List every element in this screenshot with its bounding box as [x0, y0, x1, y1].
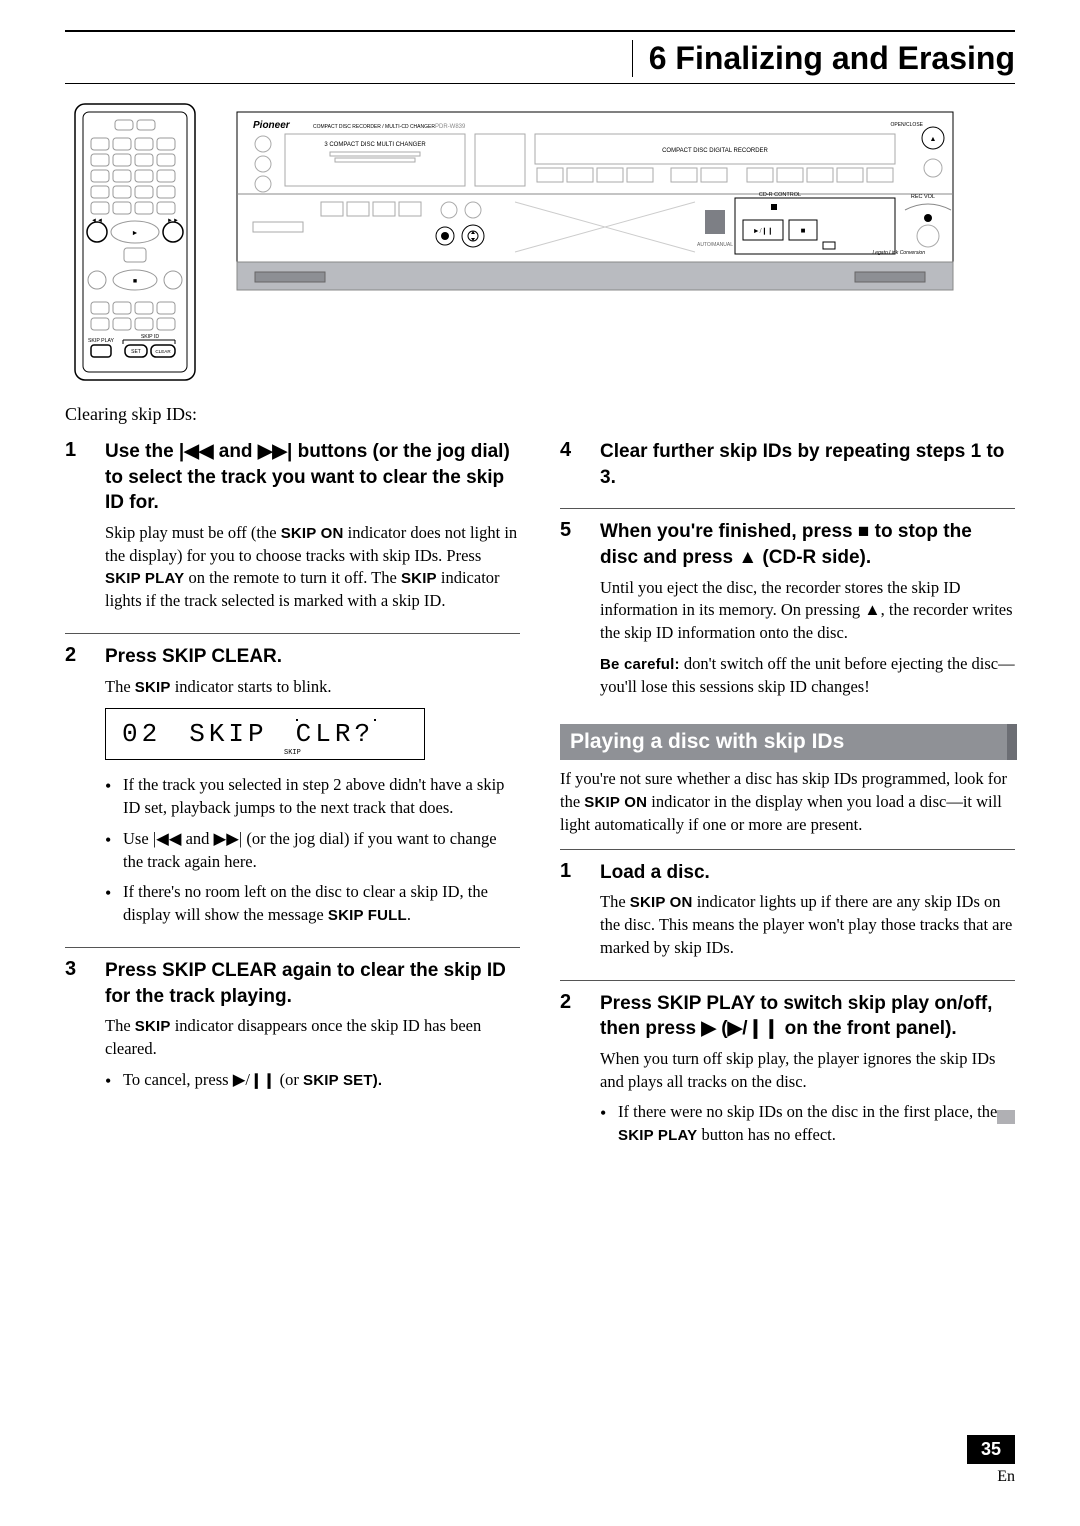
step-title: Press SKIP CLEAR. — [105, 644, 520, 670]
bullet-list: To cancel, press ▶/❙❙ (or SKIP SET). — [105, 1069, 520, 1092]
step-body-text: The SKIP indicator disappears once the s… — [105, 1015, 520, 1061]
list-item: Use |◀◀ and ▶▶| (or the jog dial) if you… — [105, 828, 520, 874]
svg-text:◄◄: ◄◄ — [91, 218, 103, 224]
step-body-text: When you turn off skip play, the player … — [600, 1048, 1015, 1094]
step-title: Use the |◀◀ and ▶▶| buttons (or the jog … — [105, 439, 520, 516]
step-number: 3 — [65, 958, 87, 1100]
list-item: If there's no room left on the disc to c… — [105, 881, 520, 927]
step-number: 1 — [560, 860, 582, 968]
svg-text:COMPACT DISC DIGITAL RECORDER: COMPACT DISC DIGITAL RECORDER — [662, 148, 768, 154]
bullet-list: If the track you selected in step 2 abov… — [105, 774, 520, 927]
left-column: 1 Use the |◀◀ and ▶▶| buttons (or the jo… — [65, 439, 520, 1155]
list-item: To cancel, press ▶/❙❙ (or SKIP SET). — [105, 1069, 520, 1092]
svg-text:Legato Link Conversion: Legato Link Conversion — [872, 250, 925, 256]
svg-text:►►: ►► — [167, 218, 179, 224]
step-body-text: Until you eject the disc, the recorder s… — [600, 577, 1015, 645]
step-number: 4 — [560, 439, 582, 496]
bullet-list: If there were no skip IDs on the disc in… — [600, 1101, 1015, 1147]
chapter-number: 6 — [649, 40, 667, 76]
step-title: Press SKIP PLAY to switch skip play on/o… — [600, 991, 1015, 1042]
section-banner: Playing a disc with skip IDs — [560, 724, 1015, 760]
svg-text:■: ■ — [133, 277, 137, 285]
step-b1: 1 Load a disc. The SKIP ON indicator lig… — [560, 849, 1015, 968]
svg-text:AUTO/MANUAL: AUTO/MANUAL — [697, 242, 733, 248]
step-number: 5 — [560, 519, 582, 706]
lcd-display: 02 SKIP CLR? SKIP — [105, 708, 425, 760]
front-panel-illustration: Pioneer COMPACT DISC RECORDER / MULTI-CD… — [235, 102, 955, 302]
svg-text:►/❙❙: ►/❙❙ — [753, 227, 774, 235]
lcd-skip-indicator: SKIP — [284, 749, 301, 757]
svg-text:3 COMPACT DISC MULTI CHANGER: 3 COMPACT DISC MULTI CHANGER — [324, 142, 426, 148]
step-b2: 2 Press SKIP PLAY to switch skip play on… — [560, 980, 1015, 1155]
step-number: 1 — [65, 439, 87, 621]
step-4: 4 Clear further skip IDs by repeating st… — [560, 439, 1015, 496]
step-body-text: The SKIP indicator starts to blink. — [105, 676, 520, 699]
svg-text:CD-R CONTROL: CD-R CONTROL — [759, 192, 801, 198]
step-3: 3 Press SKIP CLEAR again to clear the sk… — [65, 947, 520, 1100]
step-body-text: Be careful: don't switch off the unit be… — [600, 653, 1015, 699]
svg-text:OPEN/CLOSE: OPEN/CLOSE — [890, 122, 923, 128]
step-title: Clear further skip IDs by repeating step… — [600, 439, 1015, 490]
lcd-action: CLR? — [296, 719, 374, 749]
page-number: 35 — [967, 1435, 1015, 1464]
remote-illustration: ◄◄ ►► ► ■ SKIP PLAY SKIP ID SET CLEAR — [65, 102, 205, 382]
svg-text:PDR-W839: PDR-W839 — [435, 124, 466, 130]
step-title: When you're finished, press ■ to stop th… — [600, 519, 1015, 570]
step-title: Load a disc. — [600, 860, 1015, 886]
step-number: 2 — [560, 991, 582, 1155]
section-intro: If you're not sure whether a disc has sk… — [560, 768, 1015, 836]
svg-text:Pioneer: Pioneer — [253, 120, 291, 131]
page-footer: 35 En — [967, 1435, 1015, 1486]
svg-text:■: ■ — [801, 226, 806, 235]
svg-text:REC VOL: REC VOL — [911, 194, 935, 200]
step-2: 2 Press SKIP CLEAR. The SKIP indicator s… — [65, 633, 520, 935]
lcd-track: 02 — [122, 719, 161, 749]
header-rule — [65, 30, 1015, 32]
list-item: If the track you selected in step 2 abov… — [105, 774, 520, 820]
step-title: Press SKIP CLEAR again to clear the skip… — [105, 958, 520, 1009]
svg-text:SKIP ID: SKIP ID — [141, 334, 160, 340]
side-tab — [997, 1110, 1015, 1124]
svg-text:▲: ▲ — [930, 135, 937, 143]
svg-text:►: ► — [132, 229, 139, 237]
page-language: En — [967, 1468, 1015, 1486]
step-1: 1 Use the |◀◀ and ▶▶| buttons (or the jo… — [65, 439, 520, 621]
list-item: If there were no skip IDs on the disc in… — [600, 1101, 1015, 1147]
diagram-row: ◄◄ ►► ► ■ SKIP PLAY SKIP ID SET CLEAR Pi… — [65, 102, 1015, 382]
intro-label: Clearing skip IDs: — [65, 404, 1015, 425]
svg-text:SET: SET — [131, 349, 141, 355]
step-body-text: Skip play must be off (the SKIP ON indic… — [105, 522, 520, 613]
step-number: 2 — [65, 644, 87, 935]
step-body-text: The SKIP ON indicator lights up if there… — [600, 891, 1015, 959]
step-5: 5 When you're finished, press ■ to stop … — [560, 508, 1015, 706]
right-column: 4 Clear further skip IDs by repeating st… — [560, 439, 1015, 1155]
lcd-label: SKIP — [189, 719, 267, 749]
chapter-header: 6 Finalizing and Erasing — [65, 36, 1015, 84]
label-skip-play: SKIP PLAY — [88, 338, 115, 344]
chapter-title: Finalizing and Erasing — [675, 40, 1015, 76]
svg-text:COMPACT DISC RECORDER / MULTI-: COMPACT DISC RECORDER / MULTI-CD CHANGER — [313, 124, 435, 130]
svg-text:CLEAR: CLEAR — [155, 349, 171, 354]
